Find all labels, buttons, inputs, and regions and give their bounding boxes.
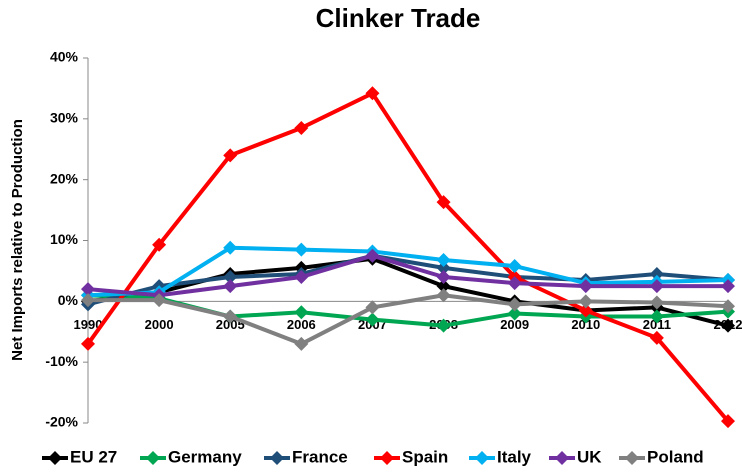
data-point (649, 295, 664, 310)
legend-marker (555, 451, 569, 465)
data-point (578, 294, 593, 309)
data-point (81, 336, 95, 351)
y-tick-label: 10% (50, 231, 79, 247)
data-point (365, 248, 380, 263)
legend-label: UK (577, 447, 602, 466)
series-line (88, 293, 729, 346)
data-point (436, 195, 451, 210)
data-point (721, 414, 735, 429)
data-point (81, 293, 95, 308)
legend-label: EU 27 (70, 447, 117, 466)
series-line (87, 245, 729, 298)
data-point (223, 270, 238, 284)
data-point (152, 293, 167, 308)
data-point (436, 279, 451, 294)
series-line (86, 91, 730, 423)
y-axis-label: Net Imports relative to Production (9, 119, 26, 361)
x-tick-label: 2011 (643, 317, 671, 332)
data-point (721, 299, 735, 314)
data-point (223, 309, 238, 324)
data-point (294, 336, 309, 351)
data-point (365, 300, 380, 315)
legend-marker (625, 451, 639, 465)
data-point (507, 306, 522, 321)
data-point (436, 270, 451, 284)
data-point (507, 297, 522, 312)
y-tick-label: 30% (50, 110, 79, 126)
series-line (87, 253, 729, 307)
data-point (507, 276, 522, 291)
series-line (87, 253, 728, 298)
legend-label: Germany (168, 447, 242, 466)
data-point (578, 303, 593, 318)
data-point (649, 309, 664, 324)
data-point (81, 282, 95, 297)
legend-marker (475, 451, 489, 465)
data-point (721, 318, 735, 333)
data-point (294, 242, 309, 257)
data-point (365, 312, 380, 327)
data-point (436, 252, 451, 267)
data-point (436, 288, 451, 303)
legend-marker (146, 451, 160, 465)
data-point (578, 279, 593, 294)
legend-marker (380, 451, 394, 465)
data-point (649, 279, 664, 294)
legend-label: Poland (647, 447, 704, 466)
legend-label: France (292, 447, 348, 466)
data-point (294, 120, 309, 135)
chart-title: Clinker Trade (316, 3, 481, 33)
data-point (223, 279, 238, 294)
data-point (294, 305, 309, 320)
x-tick-label: 2010 (571, 317, 600, 332)
y-tick-label: -20% (45, 414, 78, 430)
x-tick-label: 2009 (500, 317, 529, 332)
data-point (152, 237, 167, 252)
data-point (436, 260, 451, 275)
data-point (721, 279, 735, 294)
y-tick-label: 20% (50, 170, 79, 186)
data-point (649, 266, 664, 281)
data-point (649, 330, 664, 345)
y-tick-label: 40% (50, 49, 79, 65)
x-tick-label: 2006 (287, 317, 316, 332)
data-point (436, 318, 451, 333)
y-tick-label: 0% (58, 292, 79, 308)
data-point (223, 148, 238, 163)
legend-marker (270, 451, 284, 465)
legend-label: Italy (497, 447, 532, 466)
legend-marker (48, 451, 62, 465)
legend-label: Spain (402, 447, 448, 466)
x-tick-label: 1990 (74, 317, 103, 332)
data-point (365, 86, 380, 101)
y-tick-label: -10% (45, 353, 78, 369)
data-point (507, 259, 522, 274)
data-point (223, 240, 238, 255)
x-tick-label: 2000 (145, 317, 174, 332)
data-point (294, 270, 309, 284)
